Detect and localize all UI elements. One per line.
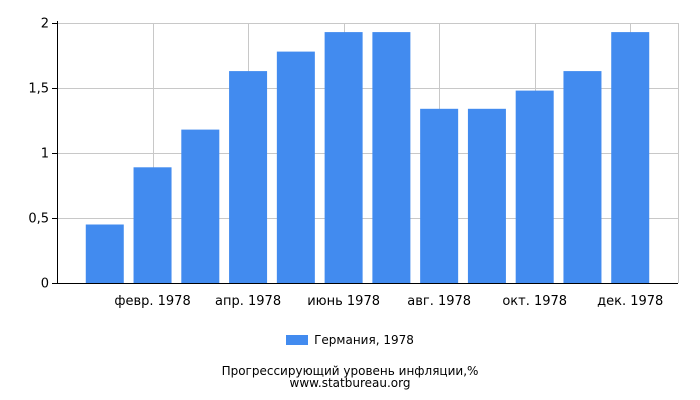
chart-title: Прогрессирующий уровень инфляции,% <box>221 364 479 378</box>
x-tick-label: дек. 1978 <box>597 294 663 309</box>
bar <box>324 32 363 283</box>
x-axis-ticks: февр. 1978 апр. 1978 июнь 1978 авг. 1978 окт… <box>114 294 663 309</box>
y-tick-label: 1,5 <box>28 82 49 97</box>
bar <box>420 108 459 283</box>
y-axis-ticks: 0 0,5 1 1,5 2 <box>28 17 57 292</box>
bar <box>467 108 506 283</box>
y-tick-label: 2 <box>41 17 49 32</box>
bar <box>85 224 124 283</box>
bar <box>372 32 411 283</box>
bars <box>85 32 650 283</box>
x-tick-label: окт. 1978 <box>502 294 567 309</box>
bar <box>611 32 650 283</box>
legend-label: Германия, 1978 <box>314 333 414 347</box>
bar <box>133 167 172 283</box>
bar <box>515 90 554 283</box>
y-tick-label: 0 <box>41 277 49 292</box>
axes <box>52 21 678 284</box>
x-tick-label: авг. 1978 <box>407 294 471 309</box>
y-tick-label: 1 <box>41 147 49 162</box>
bar <box>563 71 602 283</box>
legend: Германия, 1978 <box>0 333 700 347</box>
y-tick-label: 0,5 <box>28 212 49 227</box>
bar <box>181 129 220 283</box>
x-tick-label: апр. 1978 <box>215 294 281 309</box>
legend-swatch <box>286 335 309 345</box>
x-tick-label: июнь 1978 <box>307 294 380 309</box>
bar <box>276 51 315 283</box>
source-url[interactable]: www.statbureau.org <box>289 376 411 390</box>
bar <box>229 71 268 283</box>
x-tick-label: февр. 1978 <box>114 294 190 309</box>
